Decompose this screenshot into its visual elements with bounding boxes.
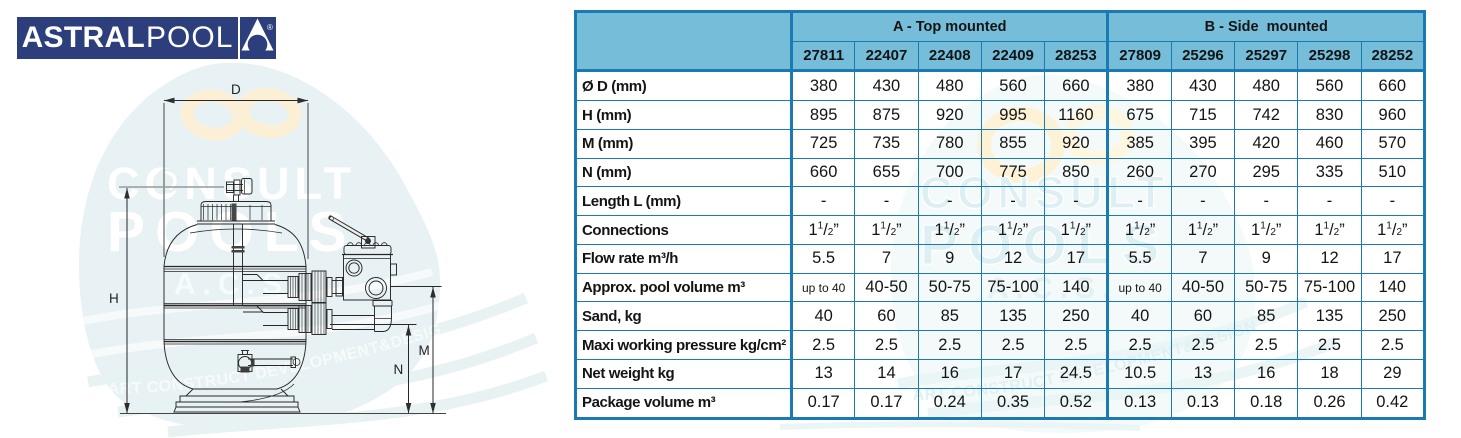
svg-text:CONSULT: CONSULT: [107, 158, 356, 209]
svg-text:H: H: [109, 291, 119, 306]
svg-text:A.C.S.: A.C.S.: [174, 268, 304, 301]
svg-text:M: M: [419, 343, 430, 358]
svg-text:POOLS: POOLS: [107, 200, 357, 264]
svg-text:N: N: [394, 362, 404, 377]
svg-text:®: ®: [267, 23, 273, 32]
svg-text:D: D: [231, 82, 241, 97]
